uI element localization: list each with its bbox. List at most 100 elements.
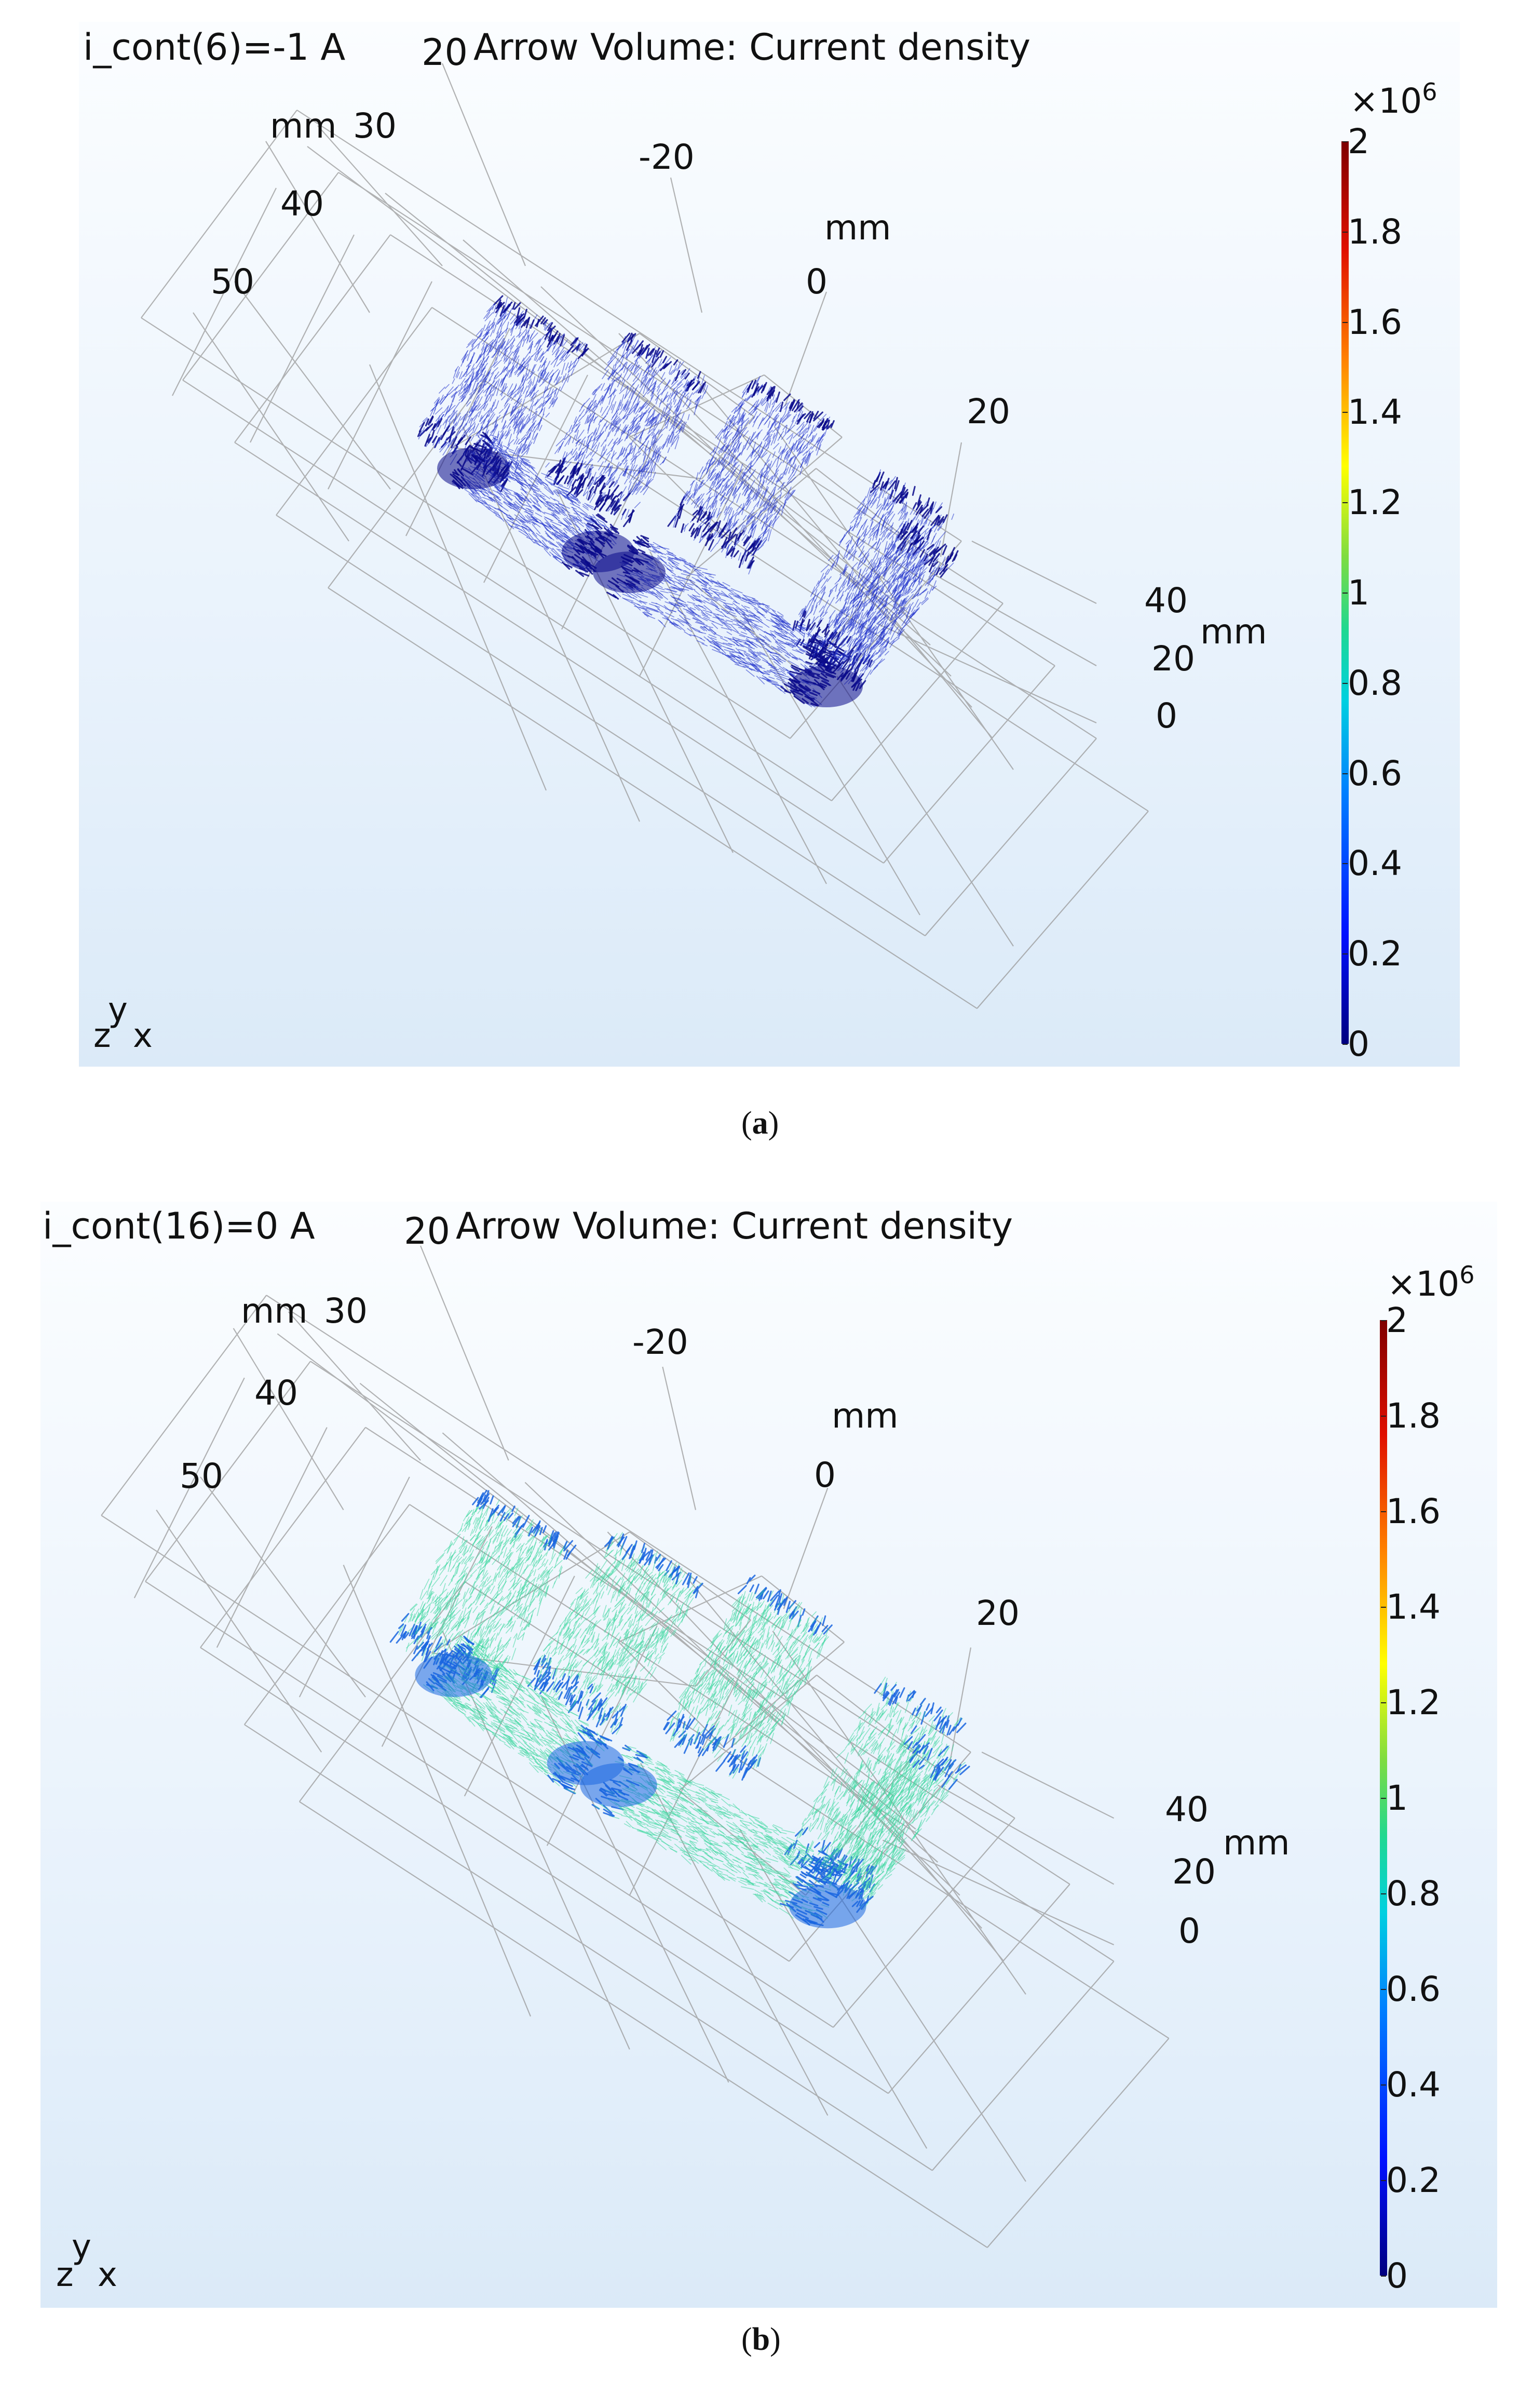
current-density-arrow (681, 412, 685, 421)
current-density-arrow (604, 453, 611, 463)
current-density-arrow (883, 572, 887, 580)
current-density-arrow (730, 658, 739, 666)
current-density-arrow (736, 493, 741, 503)
current-density-arrow (657, 546, 670, 550)
current-density-arrow (433, 408, 436, 415)
current-density-arrow (574, 483, 579, 496)
current-density-arrow (780, 450, 783, 461)
current-density-arrow (646, 441, 657, 451)
current-density-arrow (721, 627, 730, 630)
current-density-arrow (527, 341, 533, 351)
current-density-arrow (715, 615, 724, 625)
current-density-arrow (483, 343, 487, 353)
current-density-arrow (758, 513, 763, 520)
current-density-arrow (850, 571, 854, 580)
current-density-arrow (762, 474, 766, 483)
current-density-arrow (623, 361, 628, 373)
current-density-arrow (831, 562, 835, 571)
current-density-arrow (721, 462, 730, 472)
current-density-arrow (843, 580, 848, 586)
current-density-arrow (797, 409, 803, 417)
current-density-arrow (759, 651, 766, 655)
current-density-arrow (865, 596, 873, 607)
current-density-arrow (501, 373, 507, 385)
current-density-arrow (523, 518, 531, 522)
current-density-arrow (856, 517, 862, 528)
current-density-arrow (937, 520, 945, 531)
current-density-arrow (663, 605, 673, 614)
current-density-arrow (480, 374, 489, 382)
current-density-arrow (498, 485, 508, 492)
current-density-arrow (645, 409, 652, 422)
current-density-arrow (770, 652, 781, 655)
current-density-arrow (761, 396, 769, 406)
current-density-arrow (622, 415, 628, 424)
current-density-arrow (620, 379, 626, 392)
current-density-arrow (859, 578, 866, 590)
current-density-arrow (505, 429, 511, 437)
current-density-arrow (641, 461, 647, 473)
current-density-arrow (596, 499, 604, 508)
current-density-arrow (788, 643, 797, 647)
current-density-arrow (558, 490, 565, 494)
current-density-arrow (541, 540, 549, 549)
current-density-arrow (521, 406, 527, 414)
current-density-arrow (552, 534, 559, 538)
current-density-arrow (539, 408, 543, 414)
current-density-arrow (632, 365, 640, 375)
current-density-arrow (683, 494, 688, 501)
current-density-arrow (819, 609, 825, 617)
current-density-arrow (877, 537, 880, 545)
current-density-arrow (788, 452, 791, 458)
current-density-arrow (490, 329, 494, 337)
current-density-arrow (764, 487, 769, 497)
current-density-arrow (927, 536, 930, 543)
current-density-arrow (775, 614, 784, 617)
current-density-arrow (636, 541, 649, 548)
current-density-arrow (555, 370, 561, 381)
current-density-arrow (655, 596, 661, 601)
current-density-arrow (530, 389, 539, 399)
current-density-arrow (666, 617, 675, 626)
current-density-arrow (510, 345, 514, 351)
current-density-arrow (432, 423, 436, 431)
current-density-arrow (477, 402, 486, 411)
current-density-arrow (532, 524, 541, 534)
current-density-arrow (495, 304, 502, 314)
current-density-arrow (904, 505, 907, 515)
current-density-arrow (746, 547, 756, 557)
current-density-arrow (492, 490, 503, 495)
current-density-arrow (636, 396, 640, 406)
current-density-arrow (526, 429, 531, 436)
current-density-arrow (578, 448, 583, 456)
current-density-arrow (504, 339, 510, 350)
current-density-arrow (710, 581, 717, 584)
current-density-arrow (735, 664, 746, 668)
current-density-arrow (673, 413, 677, 423)
current-density-arrow (640, 485, 648, 493)
current-density-arrow (729, 638, 742, 642)
current-density-arrow (510, 406, 514, 414)
current-density-arrow (713, 590, 721, 598)
current-density-arrow (797, 625, 810, 630)
current-density-arrow (823, 599, 829, 609)
current-density-arrow (482, 496, 493, 502)
current-density-arrow (871, 482, 874, 490)
current-density-arrow (563, 432, 568, 440)
current-density-arrow (729, 593, 741, 597)
current-density-arrow (846, 527, 852, 534)
current-density-arrow (848, 550, 858, 560)
current-density-arrow (496, 442, 503, 448)
current-density-arrow (771, 625, 782, 631)
current-density-arrow (602, 524, 613, 531)
current-density-arrow (539, 356, 545, 363)
current-density-arrow (466, 339, 476, 348)
current-density-arrow (722, 582, 730, 587)
current-density-arrow (643, 385, 646, 394)
current-density-arrow (557, 489, 566, 499)
current-density-arrow (677, 504, 685, 513)
current-density-arrow (748, 403, 756, 412)
current-density-arrow (934, 541, 939, 550)
current-density-arrow (801, 642, 808, 647)
current-density-arrow (675, 416, 679, 424)
